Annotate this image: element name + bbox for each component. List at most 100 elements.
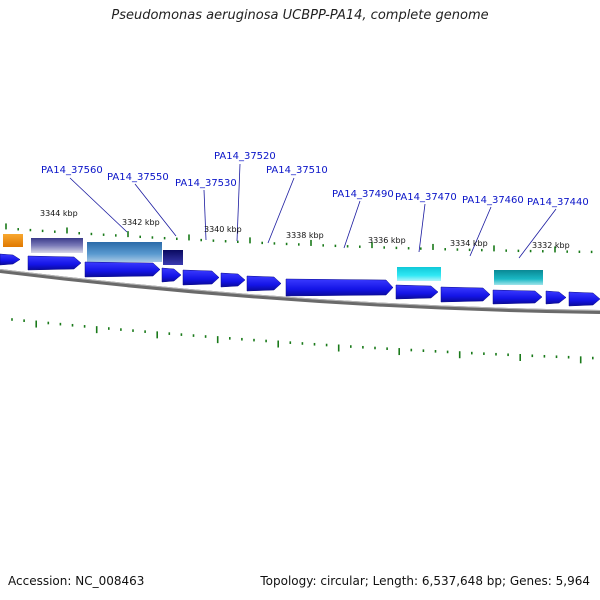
- minor-tick: [47, 321, 50, 325]
- gene-label-PA14_37510[interactable]: PA14_37510: [266, 165, 328, 176]
- label-leader-line: [203, 189, 207, 241]
- gene-track: [0, 253, 600, 307]
- minor-tick: [444, 248, 446, 251]
- gene-arrow[interactable]: [220, 272, 246, 288]
- major-tick: [5, 223, 7, 230]
- label-leader-line: [236, 163, 241, 242]
- label-leader-line: [69, 177, 128, 233]
- major-tick: [188, 234, 190, 241]
- minor-tick: [29, 228, 32, 232]
- minor-tick: [495, 352, 497, 356]
- gene-arrow[interactable]: [285, 278, 394, 297]
- minor-tick: [374, 346, 376, 350]
- minor-tick: [151, 236, 154, 239]
- gene-arrow[interactable]: [545, 290, 567, 305]
- genome-summary-text: Topology: circular; Length: 6,537,648 bp…: [260, 574, 590, 588]
- minor-tick: [566, 250, 568, 253]
- kbp-label-3338: 3338 kbp: [286, 231, 324, 240]
- feature-steelblue[interactable]: [87, 242, 162, 262]
- minor-tick: [298, 243, 300, 246]
- minor-tick: [313, 342, 316, 346]
- gene-label-PA14_37560[interactable]: PA14_37560: [41, 165, 103, 176]
- major-tick: [337, 344, 340, 352]
- gene-arrow[interactable]: [568, 291, 600, 307]
- minor-tick: [54, 230, 56, 233]
- minor-tick: [567, 355, 570, 359]
- minor-tick: [362, 345, 364, 349]
- major-tick: [493, 245, 495, 252]
- minor-tick: [229, 337, 231, 340]
- label-leader-line: [518, 208, 557, 259]
- minor-tick: [132, 329, 134, 332]
- minor-tick: [83, 325, 86, 328]
- minor-tick: [410, 348, 413, 352]
- minor-tick: [542, 250, 544, 253]
- minor-tick: [456, 248, 459, 251]
- minor-tick: [180, 333, 183, 336]
- minor-tick: [350, 345, 352, 348]
- gene-arrow[interactable]: [440, 286, 491, 303]
- feature-teal[interactable]: [494, 270, 543, 285]
- minor-tick: [11, 318, 13, 321]
- minor-tick: [23, 319, 25, 322]
- minor-tick: [301, 342, 304, 345]
- feature-purple[interactable]: [31, 238, 83, 253]
- gene-arrow[interactable]: [27, 255, 82, 271]
- major-tick: [398, 348, 400, 356]
- minor-tick: [471, 351, 473, 355]
- outer-tick-track: [5, 223, 593, 254]
- label-leader-lines: [69, 163, 557, 259]
- gene-arrow[interactable]: [246, 275, 282, 292]
- gene-arrow[interactable]: [84, 261, 161, 278]
- minor-tick: [590, 250, 593, 254]
- minor-tick: [204, 335, 207, 338]
- gene-arrow[interactable]: [182, 269, 220, 286]
- gene-label-PA14_37490[interactable]: PA14_37490: [332, 189, 394, 200]
- major-tick: [95, 326, 98, 334]
- kbp-label-3334: 3334 kbp: [450, 239, 488, 248]
- gene-label-PA14_37460[interactable]: PA14_37460: [462, 195, 524, 206]
- label-leader-line: [469, 206, 492, 257]
- gene-arrow[interactable]: [492, 289, 543, 305]
- minor-tick: [395, 246, 398, 250]
- minor-tick: [505, 249, 507, 252]
- minor-tick: [224, 240, 227, 243]
- minor-tick: [41, 229, 44, 233]
- minor-tick: [446, 350, 449, 354]
- minor-tick: [102, 233, 105, 236]
- minor-tick: [200, 238, 202, 242]
- gene-arrow[interactable]: [395, 284, 439, 300]
- minor-tick: [71, 323, 74, 327]
- gene-label-PA14_37470[interactable]: PA14_37470: [395, 192, 457, 203]
- minor-tick: [17, 228, 19, 231]
- gene-arrow[interactable]: [0, 253, 21, 266]
- gene-label-PA14_37440[interactable]: PA14_37440: [527, 197, 589, 208]
- kbp-label-3336: 3336 kbp: [368, 236, 406, 245]
- minor-tick: [481, 248, 483, 252]
- minor-tick: [555, 355, 558, 359]
- gene-label-PA14_37530[interactable]: PA14_37530: [175, 178, 237, 189]
- minor-tick: [265, 339, 267, 343]
- feature-navy[interactable]: [163, 250, 183, 265]
- major-tick: [310, 239, 312, 246]
- major-tick: [216, 336, 219, 344]
- gene-arrow[interactable]: [161, 267, 182, 283]
- minor-tick: [529, 249, 532, 253]
- minor-tick: [78, 232, 80, 235]
- gene-label-PA14_37520[interactable]: PA14_37520: [214, 151, 276, 162]
- genome-backbone-highlight: [0, 269, 600, 311]
- minor-tick: [422, 349, 425, 352]
- feature-cyan[interactable]: [397, 267, 441, 281]
- gene-label-PA14_37550[interactable]: PA14_37550: [107, 172, 169, 183]
- minor-tick: [325, 343, 328, 347]
- minor-tick: [139, 235, 141, 239]
- minor-tick: [261, 241, 263, 245]
- major-tick: [156, 331, 158, 339]
- minor-tick: [237, 240, 239, 244]
- minor-tick: [578, 250, 581, 253]
- minor-tick: [531, 354, 534, 358]
- feature-orange[interactable]: [3, 234, 23, 247]
- minor-tick: [163, 236, 166, 240]
- minor-tick: [383, 246, 385, 249]
- minor-tick: [434, 350, 437, 353]
